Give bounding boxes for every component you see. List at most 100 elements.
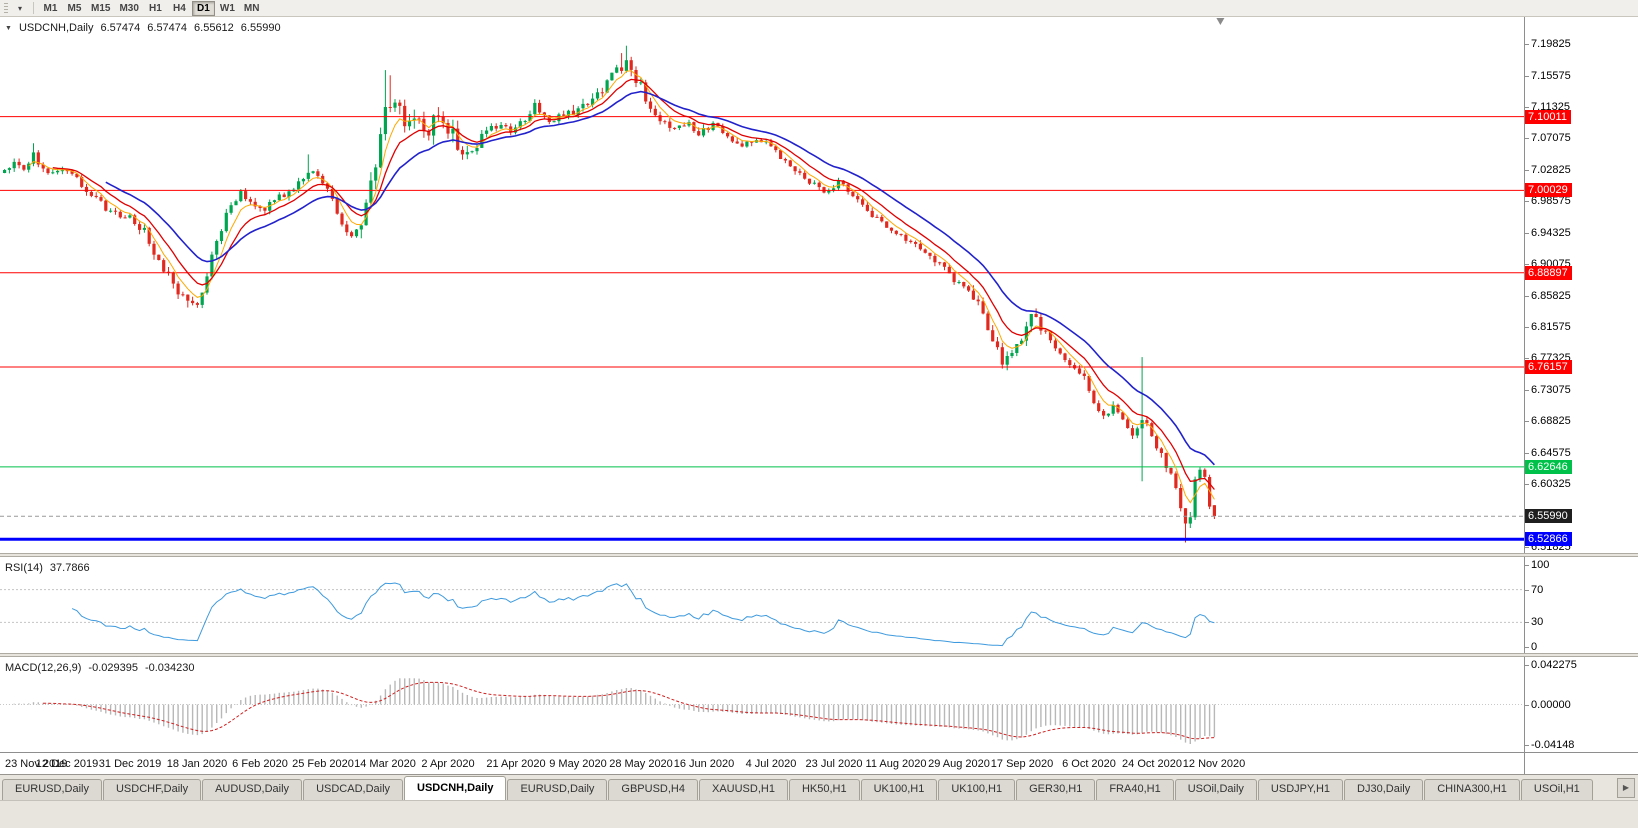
price-axis-label: 6.98575 — [1525, 195, 1571, 208]
price-axis-label: 7.07075 — [1525, 132, 1571, 145]
ma-21-line — [105, 90, 1215, 466]
rsi-line — [71, 582, 1215, 647]
timeframe-m15-button[interactable]: M15 — [87, 1, 114, 16]
chart-tabs-bar: EURUSD,Daily USDCHF,Daily AUDUSD,Daily USDC… — [0, 774, 1638, 800]
chart-symbol-title: USDCNH,Daily — [18, 22, 94, 34]
macd-name: MACD(12,26,9) — [5, 662, 82, 674]
chart-tab-hk50-h1[interactable]: HK50,H1 — [788, 779, 860, 800]
macd-panel: MACD(12,26,9) -0.029395 -0.034230 0.0422… — [0, 657, 1638, 752]
chart-tab-usoil-daily[interactable]: USOil,Daily — [1174, 779, 1257, 800]
rsi-name: RSI(14) — [5, 562, 43, 574]
axis-corner-divider — [1524, 753, 1525, 774]
ohlc-close: 6.55990 — [240, 22, 281, 34]
timeframe-mn-button[interactable]: MN — [240, 1, 264, 16]
timeframe-m30-button[interactable]: M30 — [115, 1, 142, 16]
chart-tab-uk100-h1[interactable]: UK100,H1 — [860, 779, 938, 800]
chart-tab-eurusd-daily[interactable]: EURUSD,Daily — [2, 779, 102, 800]
time-axis-label: 24 Oct 2020 — [1122, 757, 1182, 770]
time-axis-label: 12 Dec 2019 — [35, 757, 99, 770]
timeframe-buttons-group: M1 M5 M15 M30 H1 H4 D1 W1 MN — [39, 0, 264, 16]
time-axis-label: 23 Jul 2020 — [805, 757, 863, 770]
ma-5-line — [28, 70, 1215, 504]
chart-tab-fra40-h1[interactable]: FRA40,H1 — [1096, 779, 1174, 800]
time-axis-label: 9 May 2020 — [549, 757, 607, 770]
timeframe-w1-button[interactable]: W1 — [216, 1, 239, 16]
chart-tab-eurusd-daily[interactable]: EURUSD,Daily — [507, 779, 608, 800]
macd-main-value: -0.029395 — [88, 662, 138, 674]
time-axis[interactable]: 23 Nov 2019 12 Dec 2019 31 Dec 2019 18 Jan … — [0, 752, 1638, 774]
macd-plot[interactable] — [0, 657, 1524, 752]
chart-tab-xauusd-h1[interactable]: XAUUSD,H1 — [698, 779, 788, 800]
time-axis-label: 11 Aug 2020 — [865, 757, 927, 770]
rsi-header: RSI(14) 37.7866 — [5, 562, 90, 574]
rsi-panel: RSI(14) 37.7866 100 70 30 0 — [0, 557, 1638, 653]
rsi-axis-label: 30 — [1524, 616, 1544, 629]
rsi-plot[interactable] — [0, 557, 1524, 653]
time-axis-label: 23 Nov 2019 — [5, 757, 68, 770]
rsi-axis-label: 100 — [1524, 559, 1550, 571]
time-axis-label: 4 Jul 2020 — [745, 757, 797, 770]
chart-tab-audusd-daily[interactable]: AUDUSD,Daily — [202, 779, 303, 800]
timeframe-h4-button[interactable]: H4 — [168, 1, 191, 16]
chart-dropdown-icon[interactable]: ▾ — [12, 1, 28, 16]
timeframe-h1-button[interactable]: H1 — [144, 1, 167, 16]
time-axis-label: 14 Mar 2020 — [354, 757, 416, 770]
chart-tab-dj30-daily[interactable]: DJ30,Daily — [1344, 779, 1424, 800]
time-axis-label: 31 Dec 2019 — [98, 757, 162, 770]
chart-tab-uk100-h1[interactable]: UK100,H1 — [938, 779, 1016, 800]
chart-shift-marker[interactable] — [1216, 18, 1225, 25]
macd-axis-label: 0.042275 — [1525, 659, 1577, 671]
chart-tab-usdcad-daily[interactable]: USDCAD,Daily — [303, 779, 404, 800]
toolbar-grip[interactable] — [4, 2, 8, 14]
price-axis-label: 6.94325 — [1525, 226, 1571, 239]
macd-header: MACD(12,26,9) -0.029395 -0.034230 — [5, 662, 195, 674]
time-axis-label: 28 May 2020 — [609, 757, 673, 770]
time-axis-label: 21 Apr 2020 — [486, 757, 546, 770]
hline-price-badge: 7.00029 — [1525, 183, 1572, 198]
chart-tab-usoil-h1[interactable]: USOil,H1 — [1520, 779, 1593, 800]
chart-tab-usdchf-daily[interactable]: USDCHF,Daily — [102, 779, 202, 800]
chart-tab-usdjpy-h1[interactable]: USDJPY,H1 — [1257, 779, 1344, 800]
price-axis-label: 6.73075 — [1525, 383, 1571, 396]
price-axis-label: 6.64575 — [1525, 446, 1571, 459]
price-axis-label: 6.85825 — [1525, 289, 1571, 302]
chart-tab-ger30-h1[interactable]: GER30,H1 — [1016, 779, 1096, 800]
macd-axis-label: 0.00000 — [1525, 698, 1571, 711]
rsi-axis-label: 70 — [1524, 583, 1544, 596]
toolbar-separator — [33, 2, 34, 14]
rsi-axis[interactable]: 100 70 30 0 — [1524, 557, 1638, 653]
time-axis-label: 16 Jun 2020 — [673, 757, 735, 770]
candlestick-plot[interactable] — [0, 17, 1524, 553]
hline-price-badge: 7.10011 — [1525, 109, 1571, 124]
price-axis-label: 7.19825 — [1525, 38, 1571, 50]
price-axis-label: 6.60325 — [1525, 478, 1571, 491]
time-axis-label: 17 Sep 2020 — [990, 757, 1054, 770]
hline-price-badge: 6.88897 — [1525, 265, 1572, 280]
ohlc-low: 6.55612 — [194, 22, 234, 34]
time-axis-label: 6 Feb 2020 — [232, 757, 288, 770]
time-axis-label: 2 Apr 2020 — [421, 757, 475, 770]
macd-signal-value: -0.034230 — [144, 662, 195, 674]
rsi-axis-label: 0 — [1524, 641, 1538, 653]
price-axis-label: 6.68825 — [1525, 415, 1571, 428]
tabs-scroll-right-icon[interactable]: ▶ — [1617, 778, 1635, 798]
price-axis[interactable]: 7.19825 7.15575 7.11325 7.07075 7.02825 6.985… — [1524, 17, 1638, 553]
timeframes-toolbar: ▾ M1 M5 M15 M30 H1 H4 D1 W1 MN — [0, 0, 1638, 17]
hline-price-badge: 6.62646 — [1525, 459, 1572, 474]
chart-tab-gbpusd-h4[interactable]: GBPUSD,H4 — [608, 779, 698, 800]
timeframe-d1-button[interactable]: D1 — [191, 0, 215, 16]
hline-price-badge: 6.76157 — [1525, 360, 1572, 374]
macd-axis[interactable]: 0.042275 0.00000 -0.04148 — [1524, 657, 1638, 752]
timeframe-m5-button[interactable]: M5 — [63, 1, 86, 16]
chart-ohlc-header: ▼ USDCNH,Daily 6.57474 6.57474 6.55612 6… — [5, 22, 281, 34]
current-price-badge: 6.55990 — [1525, 509, 1572, 524]
horizontal-splitter[interactable] — [0, 653, 1638, 657]
chart-tab-china300-h1[interactable]: CHINA300,H1 — [1424, 779, 1520, 800]
macd-axis-label: -0.04148 — [1524, 739, 1575, 751]
timeframe-m1-button[interactable]: M1 — [39, 1, 62, 16]
horizontal-splitter[interactable] — [0, 553, 1638, 557]
chart-tab-usdcnh-daily[interactable]: USDCNH,Daily — [404, 776, 507, 800]
hline-price-badge: 6.52866 — [1525, 532, 1572, 547]
ohlc-toggle-icon[interactable]: ▼ — [5, 24, 12, 32]
